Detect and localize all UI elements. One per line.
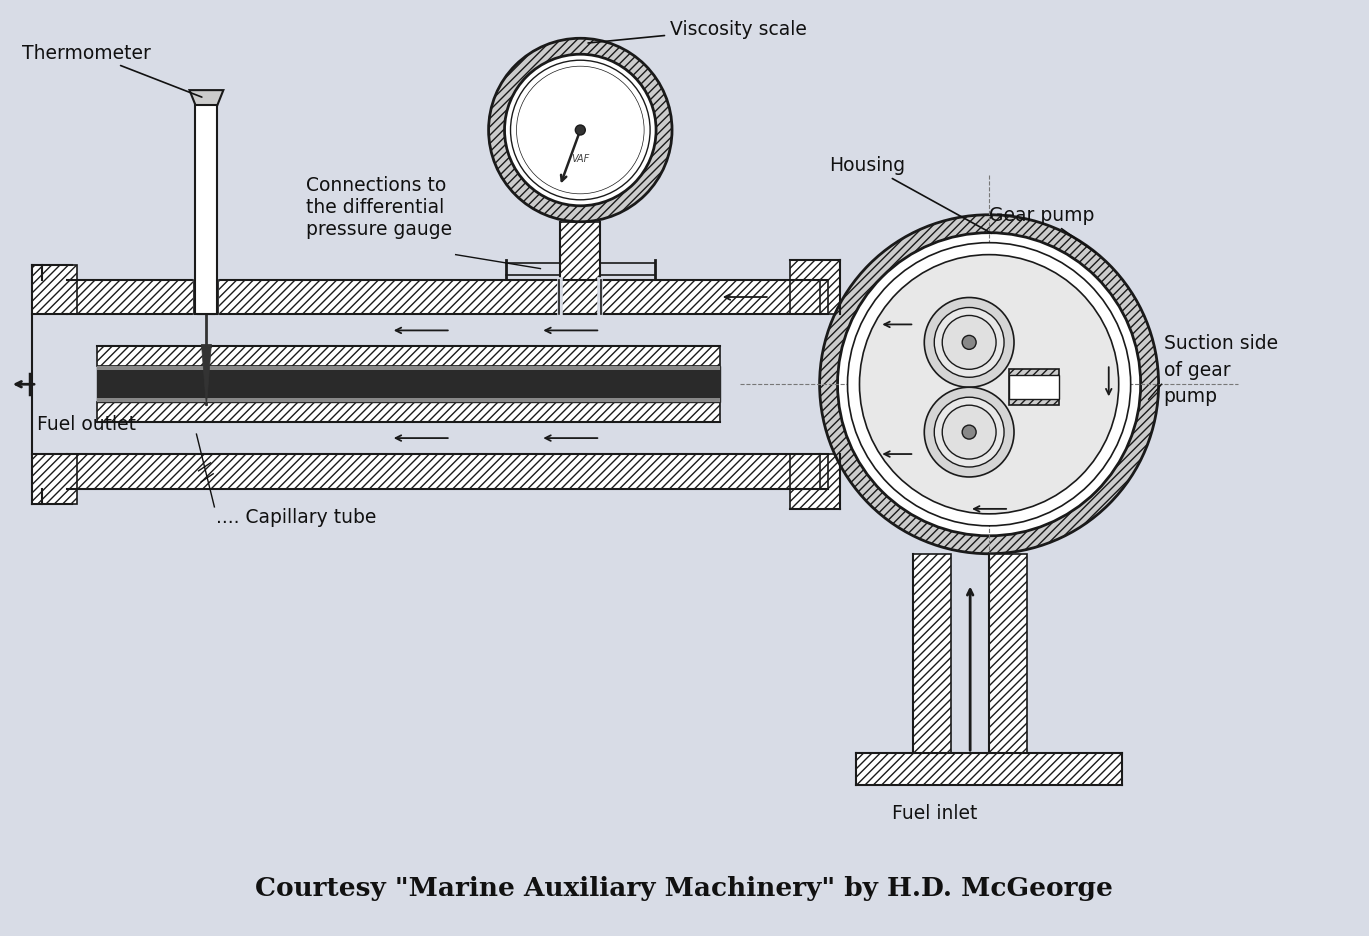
Bar — [913, 554, 951, 753]
Text: .... Capillary tube: .... Capillary tube — [216, 507, 376, 526]
Text: Viscosity scale: Viscosity scale — [589, 20, 806, 44]
Text: Connections to
the differential
pressure gauge: Connections to the differential pressure… — [307, 176, 452, 239]
Text: Fuel outlet: Fuel outlet — [37, 415, 136, 433]
Bar — [67, 280, 820, 315]
Circle shape — [489, 39, 672, 223]
Bar — [97, 399, 720, 402]
Bar — [97, 367, 720, 402]
Circle shape — [505, 55, 656, 207]
Circle shape — [942, 405, 997, 460]
Circle shape — [924, 299, 1014, 388]
Bar — [31, 265, 77, 315]
Bar — [988, 554, 1027, 753]
Circle shape — [942, 316, 997, 370]
Text: Courtesy "Marine Auxiliary Machinery" by H.D. McGeorge: Courtesy "Marine Auxiliary Machinery" by… — [255, 875, 1113, 900]
Bar — [560, 223, 600, 280]
Bar — [820, 280, 828, 315]
Circle shape — [847, 243, 1131, 526]
Text: Thermometer: Thermometer — [22, 44, 201, 98]
Bar — [31, 455, 77, 505]
Circle shape — [511, 61, 650, 200]
Text: Suction side
of gear
pump: Suction side of gear pump — [1164, 334, 1277, 406]
Circle shape — [962, 426, 976, 440]
Bar — [820, 455, 828, 490]
Bar — [1009, 376, 1058, 400]
Text: Housing: Housing — [830, 156, 991, 234]
Circle shape — [934, 308, 1003, 378]
Circle shape — [924, 388, 1014, 477]
Circle shape — [934, 398, 1003, 467]
Bar — [97, 347, 720, 367]
Bar — [857, 753, 1121, 785]
Circle shape — [820, 215, 1158, 554]
Circle shape — [962, 336, 976, 350]
Bar — [790, 455, 839, 509]
Text: Gear pump: Gear pump — [988, 206, 1095, 254]
Polygon shape — [201, 345, 211, 407]
Bar — [196, 106, 218, 315]
Bar — [97, 367, 720, 371]
Circle shape — [860, 256, 1118, 514]
Circle shape — [838, 233, 1140, 536]
Text: VAF: VAF — [571, 154, 590, 164]
Bar — [97, 402, 720, 423]
Bar — [790, 260, 839, 315]
Polygon shape — [189, 91, 223, 106]
Bar — [67, 455, 820, 490]
Circle shape — [516, 67, 645, 195]
Text: Fuel inlet: Fuel inlet — [891, 803, 977, 822]
Bar — [1009, 370, 1058, 405]
Circle shape — [575, 125, 586, 136]
